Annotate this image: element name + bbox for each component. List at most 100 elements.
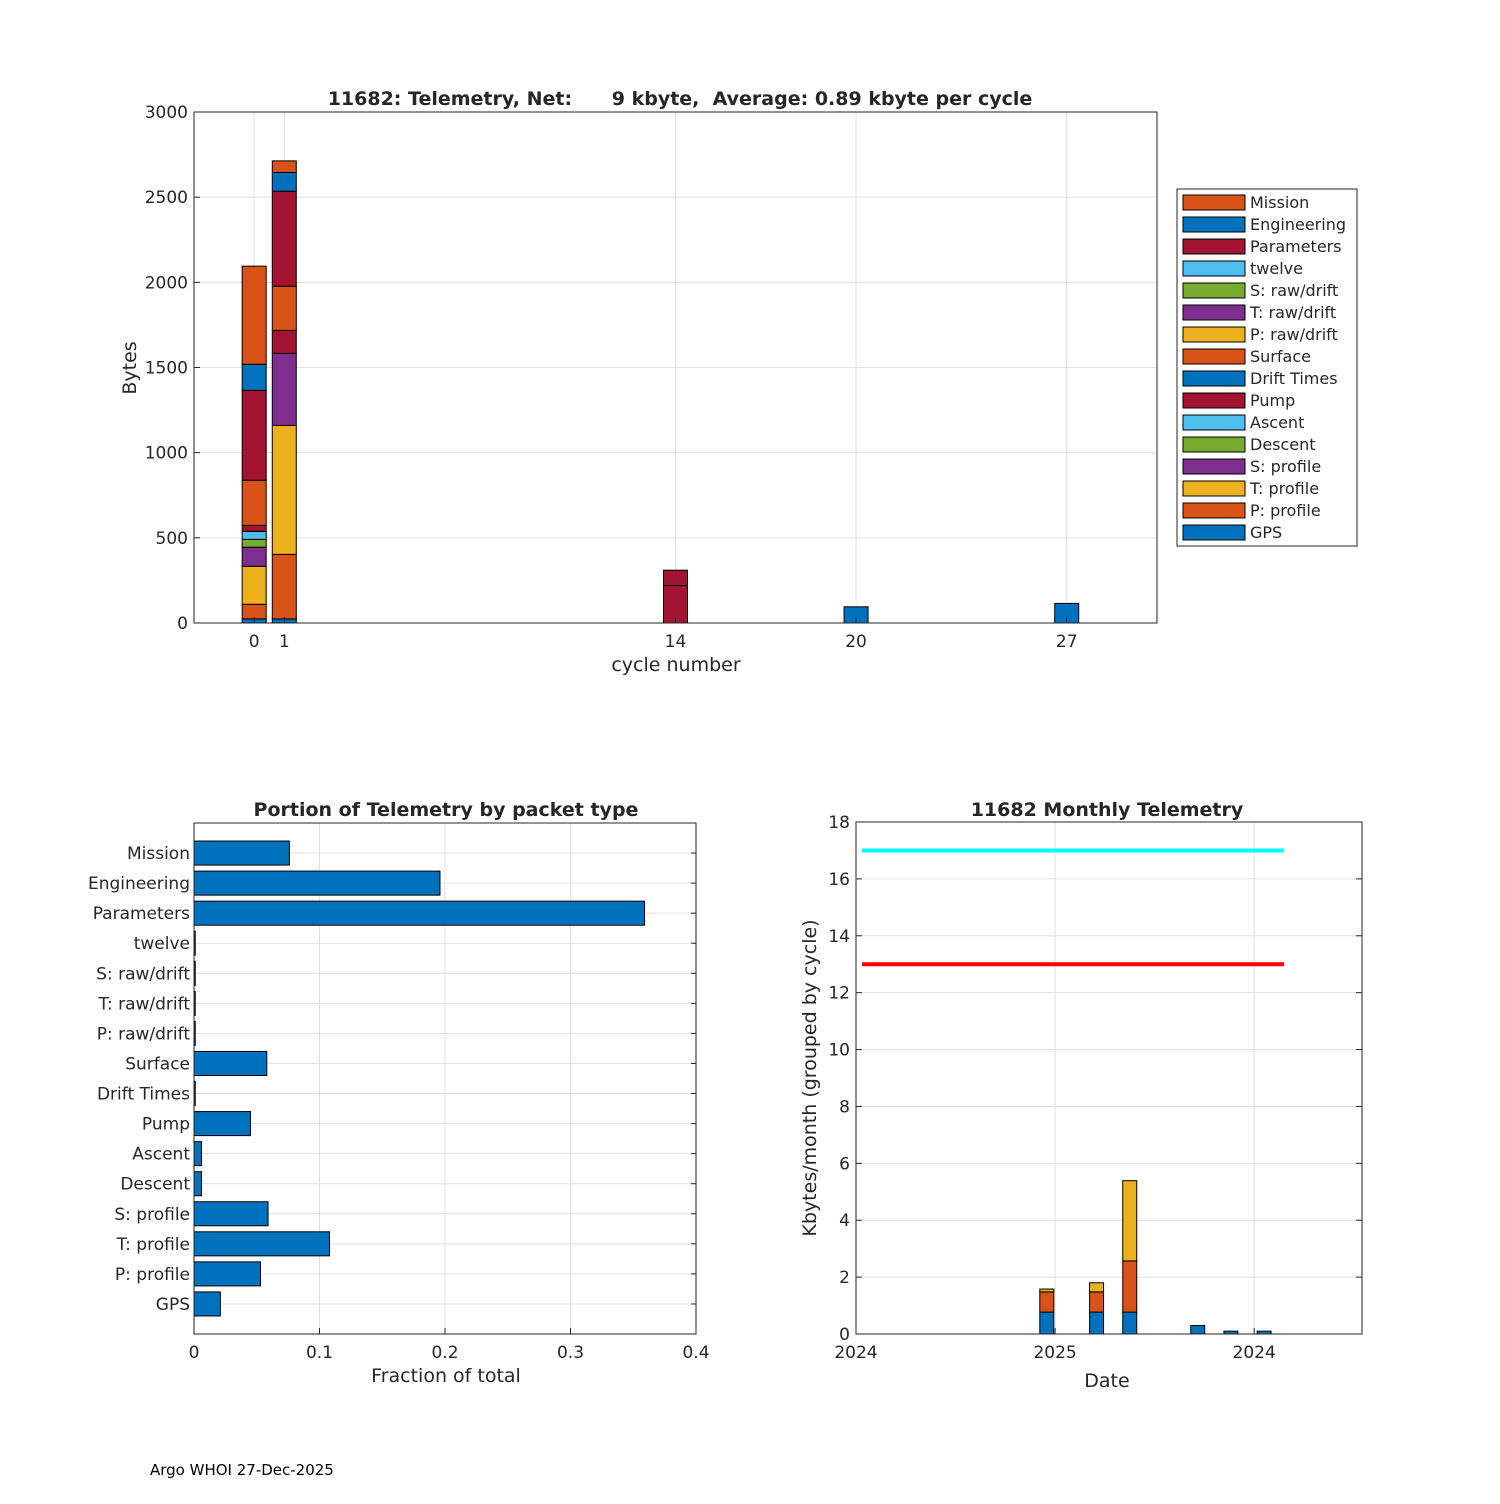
chart2-ytick-label: Mission xyxy=(127,844,190,864)
chart2-ytick-label: Drift Times xyxy=(97,1085,190,1105)
legend-swatch xyxy=(1182,480,1246,497)
chart3-bar-segment xyxy=(1089,1291,1105,1313)
chart3-ytick-label: 0 xyxy=(839,1325,850,1345)
chart1-bar-segment xyxy=(271,190,297,287)
legend-label: Drift Times xyxy=(1250,369,1338,388)
chart2-ytick-label: GPS xyxy=(156,1295,190,1315)
legend-label: Surface xyxy=(1250,347,1311,366)
chart1-bar-segment xyxy=(241,389,267,481)
legend-label: T: profile xyxy=(1249,479,1319,498)
chart1-bar-segment xyxy=(241,538,267,548)
chart1-xtick-label: 27 xyxy=(1056,632,1078,652)
chart3-ytick-label: 16 xyxy=(828,870,850,890)
chart2-ytick-label: Surface xyxy=(125,1054,190,1074)
chart3-ytick-label: 10 xyxy=(828,1041,850,1061)
legend-label: GPS xyxy=(1250,523,1282,542)
chart1-bar-segment xyxy=(241,565,267,605)
chart3-axes-box xyxy=(855,821,1363,1335)
legend-swatch xyxy=(1182,216,1246,233)
chart1-ytick-label: 2000 xyxy=(145,273,188,293)
chart3-ytick-label: 14 xyxy=(828,927,850,947)
chart3-bar-segment xyxy=(1089,1311,1105,1335)
chart3-ytick-label: 6 xyxy=(839,1154,850,1174)
legend-swatch xyxy=(1182,392,1246,409)
legend-swatch xyxy=(1182,348,1246,365)
legend-swatch xyxy=(1182,282,1246,299)
chart3-bar-segment xyxy=(1122,1260,1138,1313)
chart2-ytick-label: Ascent xyxy=(132,1145,190,1165)
chart1-ylabel: Bytes xyxy=(119,341,141,394)
chart1-bar-segment xyxy=(241,265,267,365)
chart2-axes-box xyxy=(193,822,697,1335)
chart2-xtick-label: 0.2 xyxy=(431,1343,458,1363)
legend-label: S: profile xyxy=(1250,457,1321,476)
chart2-xtick-label: 0.3 xyxy=(557,1343,584,1363)
chart1-bar-segment xyxy=(241,603,267,620)
chart2-bar xyxy=(193,1291,221,1317)
chart3-title: 11682 Monthly Telemetry xyxy=(971,799,1244,821)
chart2-xtick-label: 0 xyxy=(189,1343,200,1363)
chart1-ytick-label: 3000 xyxy=(145,103,188,123)
chart3-bar-segment xyxy=(1039,1311,1055,1335)
legend-label: Descent xyxy=(1250,435,1316,454)
legend-label: S: raw/drift xyxy=(1250,281,1338,300)
chart2-bar xyxy=(193,1261,262,1287)
chart1-bar-segment xyxy=(271,553,297,620)
chart1-bar-segment xyxy=(271,285,297,331)
legend-swatch xyxy=(1182,458,1246,475)
chart3-ytick-label: 12 xyxy=(828,984,850,1004)
chart1-ytick-label: 500 xyxy=(156,529,188,549)
legend-label: Pump xyxy=(1250,391,1295,410)
chart2-bar xyxy=(193,1171,203,1197)
chart1-bar-segment xyxy=(241,530,267,540)
legend-swatch xyxy=(1182,260,1246,277)
chart1-xtick-label: 14 xyxy=(665,632,687,652)
legend-swatch xyxy=(1182,304,1246,321)
chart1-axes-box xyxy=(193,111,1158,624)
chart3-bar-segment xyxy=(1039,1291,1055,1313)
chart1-ytick-label: 0 xyxy=(177,614,188,634)
legend-swatch xyxy=(1182,326,1246,343)
legend-label: Mission xyxy=(1250,193,1309,212)
chart1-title: 11682: Telemetry, Net: 9 kbyte, Average:… xyxy=(328,88,1033,110)
chart3-bar-segment xyxy=(1122,1180,1138,1262)
chart3-bar-segment xyxy=(1039,1288,1055,1293)
chart2-bar xyxy=(193,1050,268,1076)
chart2-xlabel: Fraction of total xyxy=(371,1365,521,1387)
legend-swatch xyxy=(1182,238,1246,255)
chart1-bar-segment xyxy=(241,363,267,391)
chart3-ytick-label: 8 xyxy=(839,1097,850,1117)
chart2-ytick-label: P: raw/drift xyxy=(97,1024,191,1044)
chart1-ytick-label: 2500 xyxy=(145,188,188,208)
chart1-bar-segment xyxy=(271,171,297,192)
chart1-bar-segment xyxy=(663,569,688,587)
chart2-title: Portion of Telemetry by packet type xyxy=(254,799,639,821)
chart3-xlabel: Date xyxy=(1084,1370,1129,1392)
chart1-ytick-label: 1500 xyxy=(145,359,188,379)
legend-swatch xyxy=(1182,370,1246,387)
chart2-ytick-label: T: profile xyxy=(116,1235,190,1255)
legend-label: P: profile xyxy=(1250,501,1321,520)
chart1-bar-segment xyxy=(271,352,297,426)
chart1-bar-segment xyxy=(271,424,297,555)
chart1-xtick-label: 0 xyxy=(249,632,260,652)
chart1-bar-segment xyxy=(241,479,267,526)
chart1-xtick-label: 20 xyxy=(845,632,867,652)
chart3-ytick-label: 18 xyxy=(828,813,850,833)
chart3-xtick-label: 2025 xyxy=(1033,1343,1076,1363)
chart2-ytick-label: twelve xyxy=(134,934,190,954)
chart2-ytick-label: T: raw/drift xyxy=(97,994,190,1014)
chart2-xtick-label: 0.1 xyxy=(306,1343,333,1363)
chart1-ytick-label: 1000 xyxy=(145,444,188,464)
chart2-ytick-label: S: raw/drift xyxy=(96,964,190,984)
chart3-ytick-label: 4 xyxy=(839,1211,850,1231)
legend-label: Parameters xyxy=(1250,237,1342,256)
chart3-bar-segment xyxy=(1089,1282,1105,1293)
chart1-bar-segment xyxy=(241,546,267,567)
chart3-xtick-label: 2024 xyxy=(834,1343,877,1363)
legend-label: P: raw/drift xyxy=(1250,325,1338,344)
chart3-bar-segment xyxy=(1122,1311,1138,1335)
chart1-bar-segment xyxy=(271,329,297,354)
chart2-bar xyxy=(193,840,290,866)
